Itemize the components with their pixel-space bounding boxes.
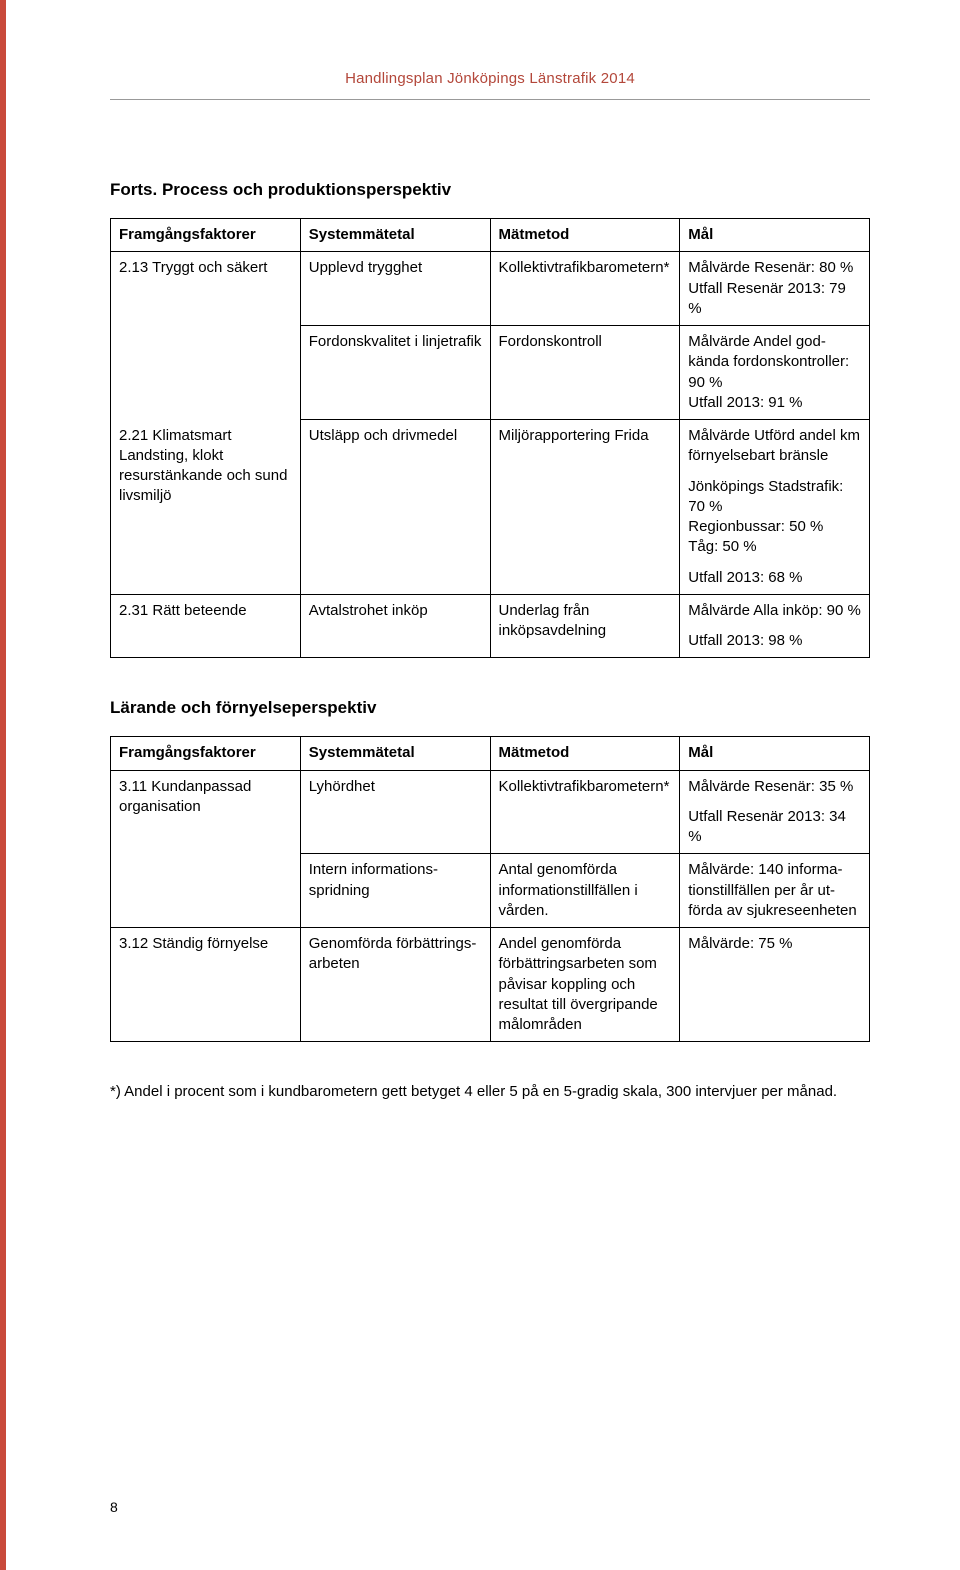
cell: Miljörapportering Frida bbox=[490, 420, 680, 595]
table-row: 3.11 Kundanpassad organisation Lyhördhet… bbox=[111, 770, 870, 854]
cell: Intern informations­spridning bbox=[300, 854, 490, 928]
cell-part: Målvärde Resenär: 35 % bbox=[688, 777, 861, 797]
cell: Underlag från inköpsavdelning bbox=[490, 594, 680, 658]
cell: Utsläpp och drivmedel bbox=[300, 420, 490, 595]
cell: Upplevd trygghet bbox=[300, 252, 490, 326]
document-header-title: Handlingsplan Jönköpings Länstrafik 2014 bbox=[110, 70, 870, 87]
cell: 2.31 Rätt beteende bbox=[111, 594, 301, 658]
cell: Fordonskvalitet i linjetrafik bbox=[300, 326, 490, 420]
cell: 2.13 Tryggt och säkert bbox=[111, 252, 301, 326]
col-header: Systemmätetal bbox=[300, 737, 490, 770]
cell: Kollektivtrafik­barometern* bbox=[490, 770, 680, 854]
cell bbox=[111, 326, 301, 420]
cell: Avtalstrohet inköp bbox=[300, 594, 490, 658]
col-header: Mätmetod bbox=[490, 737, 680, 770]
section2-table: Framgångsfaktorer Systemmätetal Mätmetod… bbox=[110, 736, 870, 1042]
header-rule bbox=[110, 99, 870, 100]
cell: Antal genomförda informationstillfällen … bbox=[490, 854, 680, 928]
cell: Målvärde Andel god­kända fordonskontroll… bbox=[680, 326, 870, 420]
table-row: 2.13 Tryggt och säkert Upplevd trygghet … bbox=[111, 252, 870, 326]
cell-part: Målvärde Alla inköp: 90 % bbox=[688, 601, 861, 621]
cell-part: Utfall Resenär 2013: 34 % bbox=[688, 808, 846, 845]
table-row: 3.12 Ständig förnyelse Genomförda förbät… bbox=[111, 928, 870, 1042]
cell: Lyhördhet bbox=[300, 770, 490, 854]
cell: Målvärde: 75 % bbox=[680, 928, 870, 1042]
page-number: 8 bbox=[110, 1499, 118, 1515]
table-row: Intern informations­spridning Antal geno… bbox=[111, 854, 870, 928]
cell: Målvärde Utförd andel km förnyelsebart b… bbox=[680, 420, 870, 595]
table-row: 2.21 Klimatsmart Landsting, klokt resurs… bbox=[111, 420, 870, 595]
cell: Målvärde Resenär: 80 %Utfall Resenär 201… bbox=[680, 252, 870, 326]
cell: Andel genomförda förbättringsarbeten som… bbox=[490, 928, 680, 1042]
cell: Målvärde: 140 informa­tionstillfällen pe… bbox=[680, 854, 870, 928]
table-row: 2.31 Rätt beteende Avtalstrohet inköp Un… bbox=[111, 594, 870, 658]
col-header: Framgångsfaktorer bbox=[111, 219, 301, 252]
col-header: Framgångsfaktorer bbox=[111, 737, 301, 770]
cell: 3.11 Kundanpassad organisation bbox=[111, 770, 301, 854]
table-header-row: Framgångsfaktorer Systemmätetal Mätmetod… bbox=[111, 737, 870, 770]
cell-part: Målvärde Utförd andel km förnyelsebart b… bbox=[688, 426, 861, 467]
col-header: Systemmätetal bbox=[300, 219, 490, 252]
section2-heading: Lärande och förnyelseperspektiv bbox=[110, 698, 870, 718]
table-row: Fordonskvalitet i linjetrafik Fordonskon… bbox=[111, 326, 870, 420]
table-header-row: Framgångsfaktorer Systemmätetal Mätmetod… bbox=[111, 219, 870, 252]
col-header: Mätmetod bbox=[490, 219, 680, 252]
cell: Målvärde Resenär: 35 % Utfall Resenär 20… bbox=[680, 770, 870, 854]
page-content: Handlingsplan Jönköpings Länstrafik 2014… bbox=[0, 0, 960, 1158]
cell: 3.12 Ständig förnyelse bbox=[111, 928, 301, 1042]
cell bbox=[111, 854, 301, 928]
section1-heading: Forts. Process och produktionsperspektiv bbox=[110, 180, 870, 200]
cell: 2.21 Klimatsmart Landsting, klokt resurs… bbox=[111, 420, 301, 595]
cell-part: Jönköpings Stadstrafik: 70 %Regionbussar… bbox=[688, 477, 861, 558]
col-header: Mål bbox=[680, 737, 870, 770]
footnote: *) Andel i procent som i kundbarometern … bbox=[110, 1082, 870, 1102]
cell: Genomförda förbättrings­arbeten bbox=[300, 928, 490, 1042]
cell: Målvärde Alla inköp: 90 % Utfall 2013: 9… bbox=[680, 594, 870, 658]
section1-table: Framgångsfaktorer Systemmätetal Mätmetod… bbox=[110, 218, 870, 658]
col-header: Mål bbox=[680, 219, 870, 252]
cell-part: Utfall 2013: 98 % bbox=[688, 632, 802, 649]
cell: Fordonskontroll bbox=[490, 326, 680, 420]
cell: Kollektivtrafik­barometern* bbox=[490, 252, 680, 326]
left-edge-bar bbox=[0, 0, 6, 1570]
cell-part: Utfall 2013: 68 % bbox=[688, 569, 802, 586]
